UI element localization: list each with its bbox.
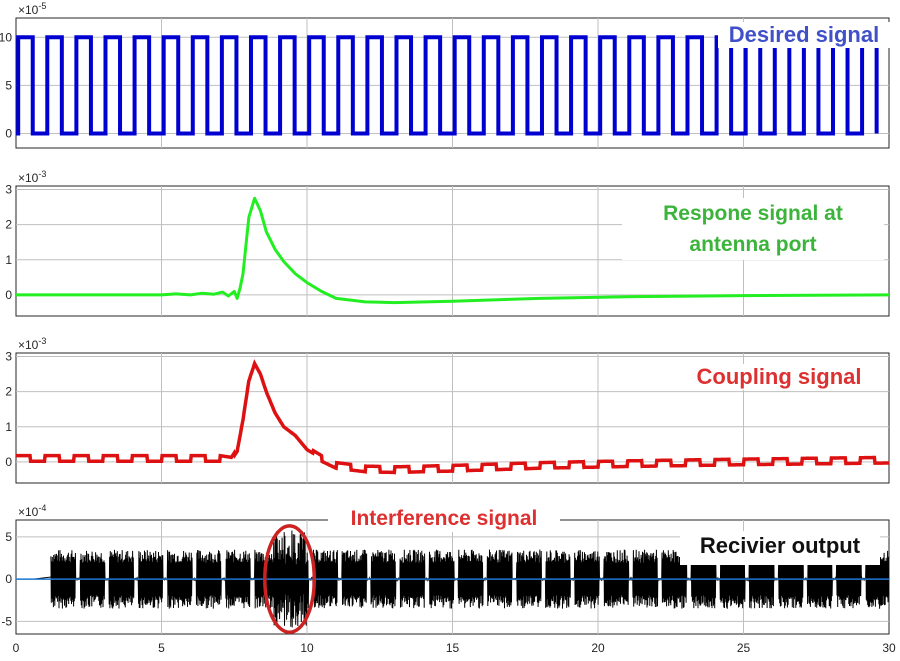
response-signal-yticks: 0 1 2 3 xyxy=(5,183,12,302)
x-tick-label: 25 xyxy=(737,641,751,655)
coupling-signal-line xyxy=(16,359,889,475)
y-tick-label: -5 xyxy=(1,614,12,628)
interference-highlight-ellipse xyxy=(263,524,317,635)
x-tick-label: 0 xyxy=(13,641,20,655)
y-tick-label: 2 xyxy=(5,218,12,232)
desired-signal-plot xyxy=(16,35,879,136)
y-tick-label: 3 xyxy=(5,183,12,197)
response-signal-plot xyxy=(16,196,889,305)
x-tick-label: 10 xyxy=(300,641,314,655)
receiver-output-label: Recivier output xyxy=(680,531,880,565)
y-tick-label: 10 xyxy=(0,30,12,44)
interference-signal-label: Interference signal xyxy=(328,506,560,532)
coupling-signal-panel: 0 1 2 3 ×10-3 xyxy=(5,336,890,484)
receiver-output-multiplier: ×10-4 xyxy=(18,503,46,519)
receiver-output-plot xyxy=(16,530,889,628)
y-tick-label: 0 xyxy=(5,455,12,469)
y-tick-label: 5 xyxy=(5,530,12,544)
y-tick-label: 1 xyxy=(5,253,12,267)
desired-signal-yticks: 0 5 10 xyxy=(0,30,12,140)
x-tick-label: 30 xyxy=(882,641,896,655)
coupling-signal-label: Coupling signal xyxy=(676,364,882,390)
y-tick-label: 2 xyxy=(5,385,12,399)
y-tick-label: 5 xyxy=(5,78,12,92)
interference-signal-line xyxy=(50,530,889,628)
x-tick-label: 15 xyxy=(446,641,460,655)
coupling-signal-plot xyxy=(16,359,889,475)
y-tick-label: 0 xyxy=(5,127,12,141)
x-tick-label: 20 xyxy=(591,641,605,655)
coupling-signal-multiplier: ×10-3 xyxy=(18,336,46,352)
desired-signal-line xyxy=(16,35,879,136)
receiver-output-xticks: 0 5 10 15 20 25 30 xyxy=(13,641,896,655)
response-signal-label: Respone signal at antenna port xyxy=(622,198,884,260)
x-tick-label: 5 xyxy=(158,641,165,655)
y-tick-label: 0 xyxy=(5,572,12,586)
response-signal-multiplier: ×10-3 xyxy=(18,169,46,185)
desired-signal-multiplier: ×10-5 xyxy=(18,1,46,17)
y-tick-label: 0 xyxy=(5,288,12,302)
receiver-output-yticks: -5 0 5 xyxy=(1,530,12,628)
y-tick-label: 3 xyxy=(5,350,12,364)
coupling-signal-yticks: 0 1 2 3 xyxy=(5,350,12,469)
response-signal-line xyxy=(16,196,889,305)
y-tick-label: 1 xyxy=(5,420,12,434)
desired-signal-label: Desired signal xyxy=(718,22,890,48)
receiver-output-panel: -505 0 5 10 15 20 25 30 ×10-4 xyxy=(1,503,896,655)
